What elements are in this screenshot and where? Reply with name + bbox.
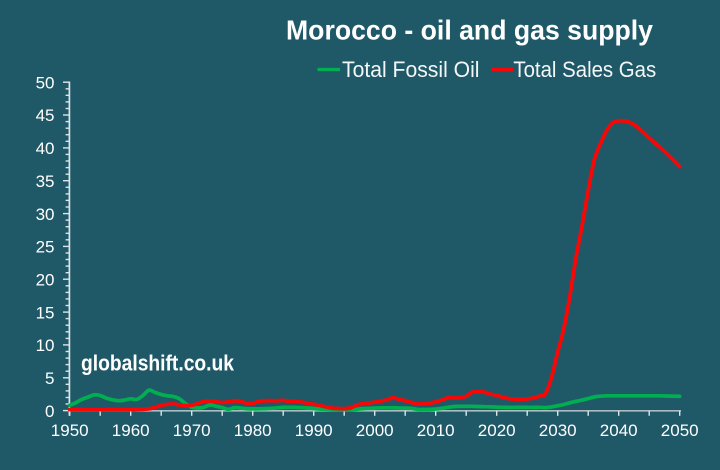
svg-text:15: 15 <box>36 303 55 322</box>
svg-text:50: 50 <box>36 73 55 92</box>
svg-text:35: 35 <box>36 172 55 191</box>
svg-text:1970: 1970 <box>173 421 211 440</box>
svg-text:Morocco - oil and gas supply: Morocco - oil and gas supply <box>286 14 653 45</box>
svg-text:0: 0 <box>45 402 54 421</box>
svg-text:Total Fossil Oil: Total Fossil Oil <box>342 57 480 82</box>
svg-text:2010: 2010 <box>417 421 455 440</box>
svg-text:1990: 1990 <box>295 421 333 440</box>
svg-text:45: 45 <box>36 106 55 125</box>
svg-text:40: 40 <box>36 139 55 158</box>
svg-text:1980: 1980 <box>234 421 272 440</box>
svg-text:10: 10 <box>36 336 55 355</box>
svg-text:30: 30 <box>36 205 55 224</box>
svg-text:25: 25 <box>36 238 55 257</box>
svg-text:2040: 2040 <box>600 421 638 440</box>
svg-text:1950: 1950 <box>51 421 89 440</box>
svg-text:Total Sales Gas: Total Sales Gas <box>513 57 656 82</box>
svg-text:2020: 2020 <box>478 421 516 440</box>
svg-text:2030: 2030 <box>539 421 577 440</box>
svg-text:2000: 2000 <box>356 421 394 440</box>
svg-text:globalshift.co.uk: globalshift.co.uk <box>81 350 234 375</box>
svg-text:2050: 2050 <box>661 421 699 440</box>
svg-text:1960: 1960 <box>112 421 150 440</box>
svg-text:20: 20 <box>36 270 55 289</box>
svg-text:5: 5 <box>45 369 54 388</box>
